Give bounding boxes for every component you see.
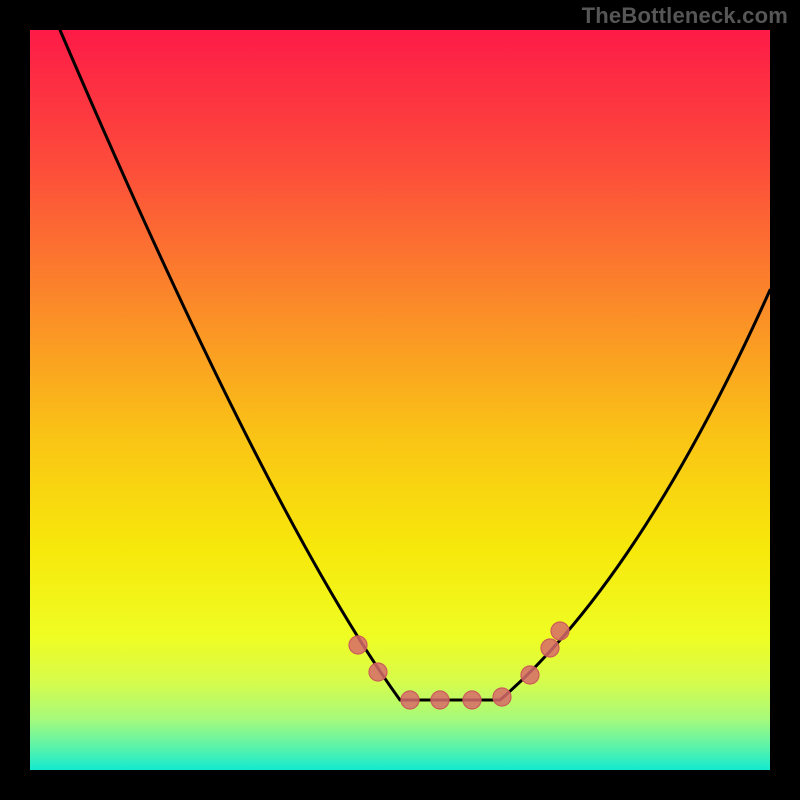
- curve-marker: [541, 639, 559, 657]
- curve-marker: [551, 622, 569, 640]
- plot-background: [30, 30, 770, 770]
- curve-marker: [463, 691, 481, 709]
- curve-marker: [369, 663, 387, 681]
- chart-root: TheBottleneck.com: [0, 0, 800, 800]
- curve-marker: [349, 636, 367, 654]
- curve-marker: [431, 691, 449, 709]
- curve-marker: [401, 691, 419, 709]
- chart-svg: [0, 0, 800, 800]
- curve-marker: [521, 666, 539, 684]
- curve-marker: [493, 688, 511, 706]
- watermark: TheBottleneck.com: [582, 3, 788, 29]
